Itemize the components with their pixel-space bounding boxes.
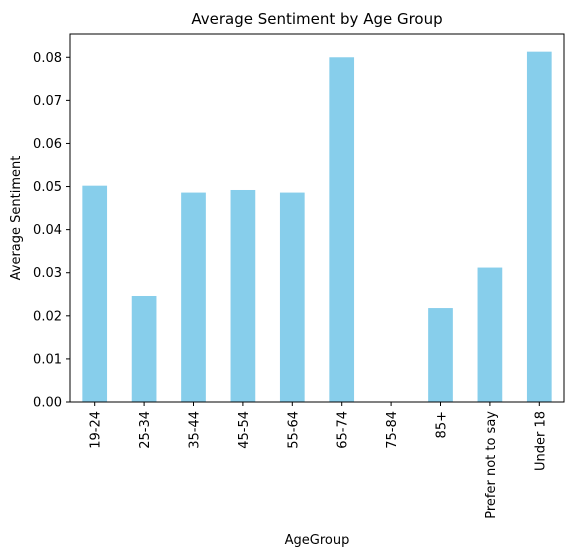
bar-prefer-not-to-say — [477, 267, 503, 402]
x-tick-label: 35-44 — [188, 411, 203, 449]
bar-35-44 — [181, 192, 206, 402]
y-tick-label: 0.02 — [33, 309, 62, 324]
x-tick-label: 45-54 — [237, 411, 252, 449]
bars-group — [82, 51, 552, 403]
y-tick-label: 0.00 — [33, 396, 62, 411]
bar-45-54 — [230, 189, 256, 402]
bar-19-24 — [82, 185, 108, 402]
y-tick-label: 0.03 — [33, 266, 62, 281]
bar-65-74 — [329, 57, 355, 403]
y-tick-label: 0.01 — [33, 352, 62, 367]
bar-85- — [428, 308, 453, 402]
x-tick-label: 85+ — [435, 411, 450, 438]
bar-under-18 — [526, 51, 552, 402]
y-tick-label: 0.04 — [33, 223, 62, 238]
plot-frame — [69, 33, 565, 403]
chart-title: Average Sentiment by Age Group — [191, 10, 442, 28]
x-axis-label: AgeGroup — [285, 533, 350, 548]
x-tick-label: 25-34 — [138, 411, 153, 449]
x-tick-label: 55-64 — [286, 411, 301, 449]
bar-25-34 — [131, 295, 157, 402]
x-tick-label: 75-84 — [385, 411, 400, 449]
y-tick-label: 0.08 — [33, 51, 62, 66]
x-tick-label: 65-74 — [336, 411, 351, 449]
bar-55-64 — [279, 192, 305, 402]
x-tick-label: Prefer not to say — [484, 411, 499, 519]
y-tick-label: 0.06 — [33, 137, 62, 152]
x-tick-label: Under 18 — [533, 411, 548, 471]
y-axis-label: Average Sentiment — [9, 156, 24, 281]
y-tick-label: 0.07 — [33, 94, 62, 109]
x-tick-label: 19-24 — [89, 411, 104, 449]
y-axis-ticks: 0.00 0.01 0.02 0.03 0.04 0.05 0.06 0.07 0.08 — [33, 51, 70, 411]
x-axis-ticks: 19-24 25-34 35-44 45-54 55-64 65-74 75-84 85+ Pr… — [89, 402, 548, 519]
y-tick-label: 0.05 — [33, 180, 62, 195]
